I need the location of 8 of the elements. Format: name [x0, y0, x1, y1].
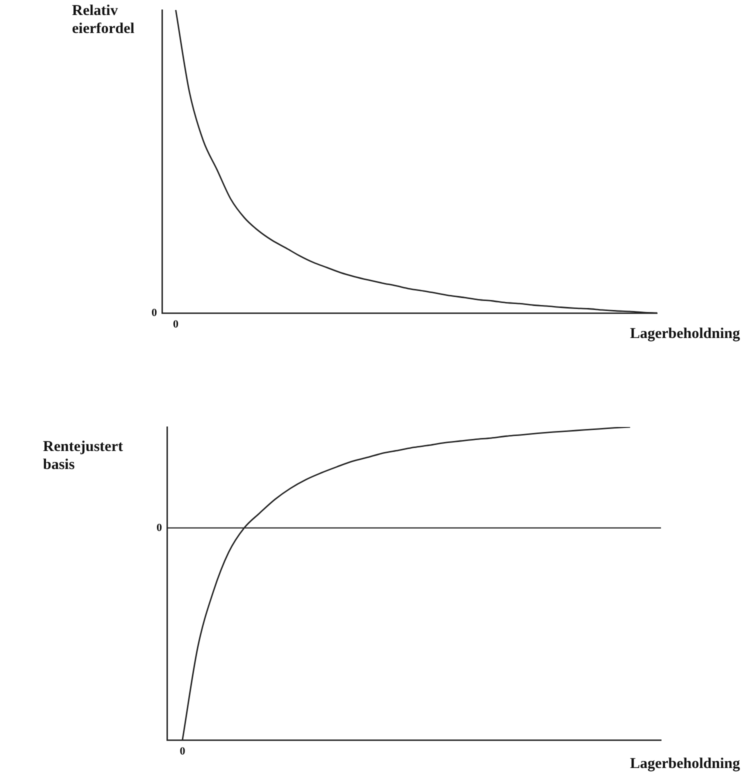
text: 0 — [156, 522, 162, 534]
text: 0 — [180, 745, 186, 758]
x-axis-title: Lagerbeholdning — [630, 325, 740, 343]
y-axis-title: Rentejustert basis — [43, 438, 124, 474]
text: 0 — [152, 306, 158, 319]
y-axis-title: Relativ eierfordel — [72, 2, 136, 38]
text: 0 — [173, 318, 179, 330]
x-axis-title: Lagerbeholdning — [630, 755, 740, 773]
